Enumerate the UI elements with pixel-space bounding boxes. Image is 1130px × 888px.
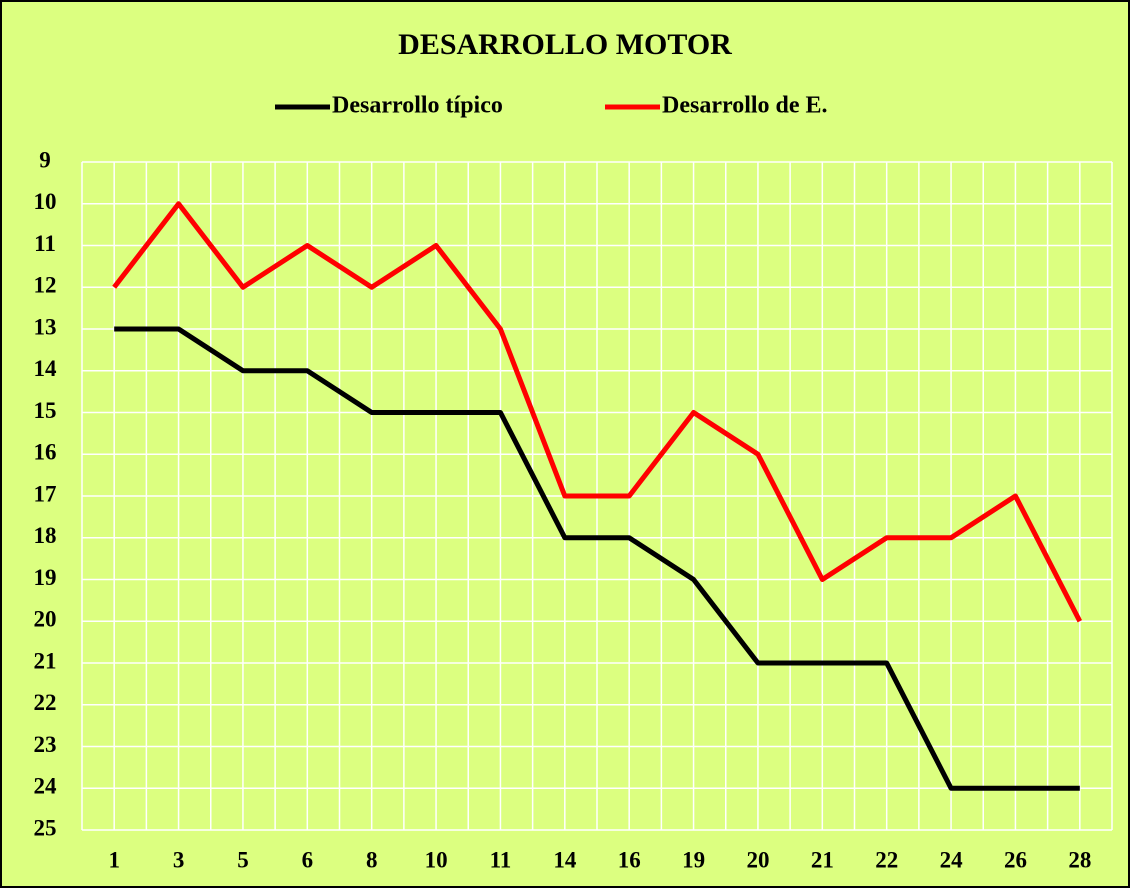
x-tick-label: 24 xyxy=(940,847,964,872)
y-tick-label: 10 xyxy=(34,189,57,214)
y-tick-label: 9 xyxy=(39,147,51,172)
y-tick-label: 18 xyxy=(34,523,57,548)
y-tick-label: 22 xyxy=(34,690,57,715)
legend-label: Desarrollo de E. xyxy=(662,93,828,119)
x-tick-label: 8 xyxy=(366,847,378,872)
legend-label: Desarrollo típico xyxy=(332,93,503,119)
y-tick-label: 14 xyxy=(34,356,58,381)
y-tick-label: 24 xyxy=(34,774,58,799)
y-tick-label: 19 xyxy=(34,565,57,590)
x-tick-label: 3 xyxy=(173,847,185,872)
x-tick-label: 21 xyxy=(811,847,834,872)
data-line xyxy=(114,326,1080,791)
x-tick-label: 1 xyxy=(108,847,120,872)
x-tick-label: 10 xyxy=(425,847,448,872)
y-tick-label: 13 xyxy=(34,314,57,339)
y-tick-label: 11 xyxy=(34,231,56,256)
data-line xyxy=(112,201,1083,623)
x-tick-label: 6 xyxy=(302,847,314,872)
x-tick-label: 20 xyxy=(746,847,769,872)
x-tick-label: 28 xyxy=(1068,847,1091,872)
x-tick-label: 22 xyxy=(875,847,898,872)
y-tick-label: 21 xyxy=(34,648,57,673)
chart-title: DESARROLLO MOTOR xyxy=(398,28,732,61)
y-tick-label: 17 xyxy=(34,481,57,506)
x-tick-label: 14 xyxy=(553,847,577,872)
y-tick-label: 20 xyxy=(34,607,57,632)
x-tick-label: 11 xyxy=(490,847,512,872)
x-tick-label: 16 xyxy=(618,847,641,872)
y-tick-label: 15 xyxy=(34,398,57,423)
x-tick-label: 19 xyxy=(682,847,705,872)
y-tick-label: 12 xyxy=(34,273,57,298)
x-tick-label: 26 xyxy=(1004,847,1027,872)
y-tick-label: 23 xyxy=(34,732,57,757)
y-tick-label: 25 xyxy=(34,815,57,840)
y-tick-label: 16 xyxy=(34,440,57,465)
x-tick-label: 5 xyxy=(237,847,249,872)
